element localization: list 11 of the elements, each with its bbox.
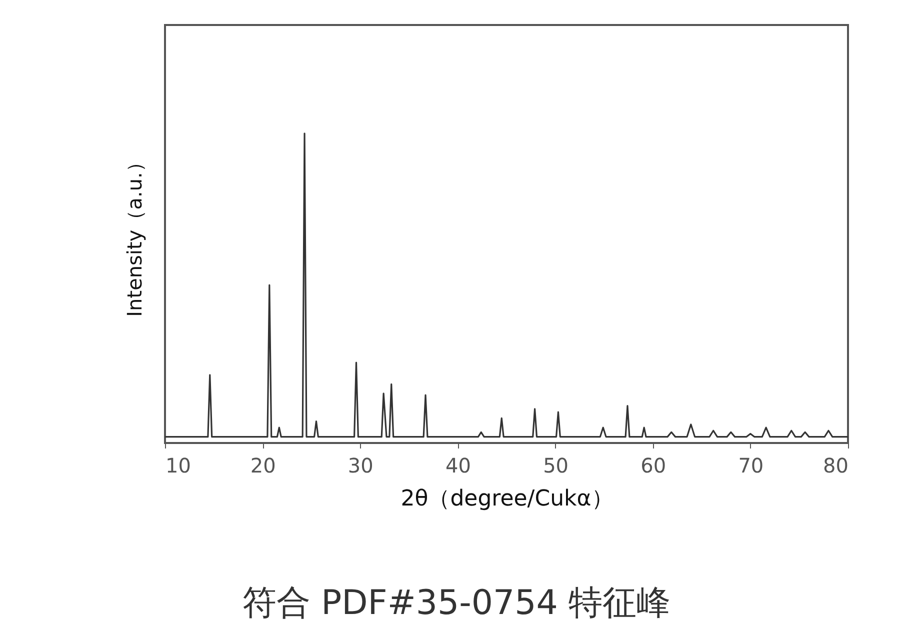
- x-tick-label: 30: [348, 454, 374, 478]
- text: 符合 PDF#35-0754 特征峰: [241, 582, 672, 625]
- x-tick-label: 10: [166, 454, 191, 478]
- x-tick-label: 80: [823, 454, 848, 478]
- y-axis-title: Intensity（a.u.）: [122, 152, 146, 317]
- x-tick-label: 60: [640, 454, 666, 478]
- x-tick-label: 40: [445, 454, 471, 478]
- x-tick-label: 70: [738, 454, 764, 478]
- x-axis-title: 2θ（degree/Cukα）: [400, 486, 614, 512]
- x-tick-label: 50: [543, 454, 569, 478]
- x-tick-label: 20: [250, 454, 276, 478]
